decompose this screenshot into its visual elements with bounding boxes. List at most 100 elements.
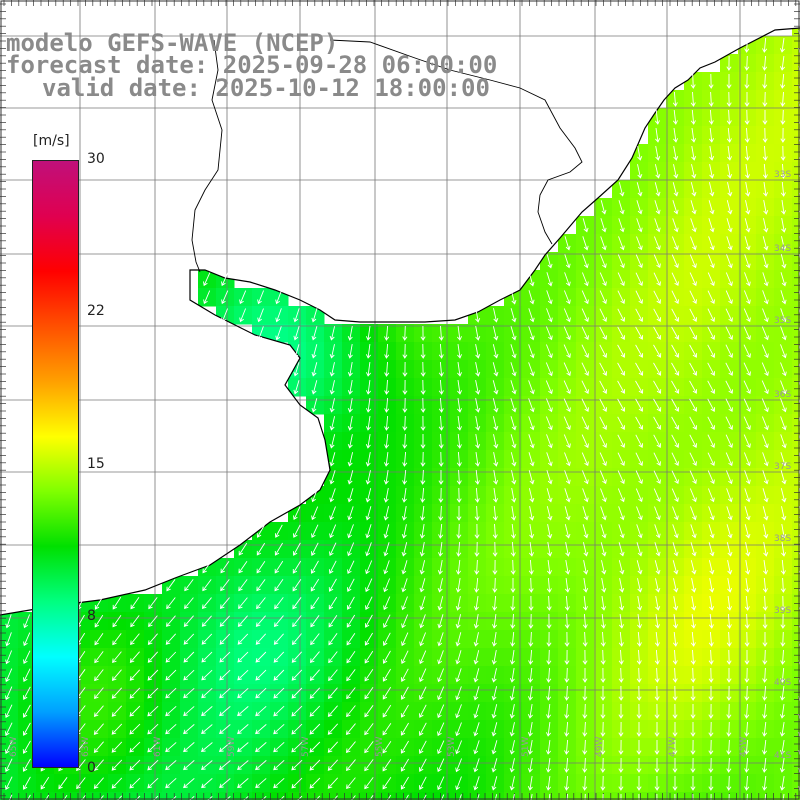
wind-arrow — [455, 596, 461, 611]
wind-arrow — [237, 706, 249, 717]
wind-arrow — [636, 685, 642, 701]
wind-arrow — [617, 308, 626, 322]
wind-arrow — [744, 650, 750, 665]
wind-arrow — [780, 145, 786, 161]
wind-arrow — [275, 290, 282, 305]
wind-arrow — [237, 778, 249, 789]
wind-cell — [162, 792, 181, 800]
wind-arrow — [327, 687, 338, 699]
wind-arrow — [256, 524, 265, 538]
wind-arrow — [291, 651, 303, 663]
wind-arrow — [707, 290, 715, 305]
wind-arrow — [528, 362, 535, 377]
wind-arrow — [671, 434, 680, 448]
wind-arrow — [725, 272, 733, 287]
wind-arrow — [510, 631, 516, 647]
wind-arrow — [509, 758, 515, 773]
wind-arrow — [637, 164, 643, 179]
wind-arrow — [346, 596, 355, 610]
wind-arrow — [455, 578, 461, 593]
model-title: modelo GEFS-WAVE (NCEP) — [6, 29, 339, 57]
wind-arrow — [438, 325, 444, 341]
wind-arrow — [383, 524, 390, 539]
wind-arrow — [455, 686, 462, 701]
wind-arrow — [528, 380, 535, 395]
wind-arrow — [762, 452, 769, 467]
wind-arrow — [545, 380, 553, 395]
wind-arrow — [762, 145, 768, 161]
wind-arrow — [600, 218, 607, 233]
colorbar-tick-label: 15 — [87, 456, 105, 472]
wind-arrow — [292, 615, 302, 628]
wind-arrow — [510, 308, 517, 323]
wind-arrow — [528, 326, 535, 341]
wind-arrow — [708, 613, 714, 629]
wind-arrow — [743, 452, 751, 467]
wind-arrow — [581, 416, 589, 431]
wind-arrow — [512, 794, 515, 800]
wind-cell — [792, 486, 800, 505]
wind-arrow — [493, 434, 499, 449]
wind-arrow — [708, 128, 715, 143]
wind-arrow — [365, 326, 371, 341]
wind-arrow — [707, 452, 715, 467]
wind-arrow — [257, 326, 264, 341]
wind-arrow — [600, 613, 606, 629]
wind-arrow — [310, 633, 320, 646]
wind-arrow — [400, 704, 409, 718]
wind-arrow — [527, 704, 533, 719]
wind-arrow — [473, 776, 480, 791]
wind-arrow — [672, 109, 678, 125]
latitude-label: 40S — [774, 678, 791, 688]
wind-arrow — [5, 668, 13, 683]
wind-arrow — [129, 759, 141, 771]
wind-arrow — [744, 254, 751, 269]
wind-arrow — [653, 434, 662, 448]
wind-arrow — [475, 308, 481, 323]
wind-arrow — [437, 668, 445, 683]
wind-arrow — [708, 73, 714, 89]
wind-arrow — [221, 272, 229, 287]
wind-arrow — [546, 506, 553, 521]
wind-arrow — [782, 794, 785, 800]
wind-arrow — [726, 524, 733, 539]
wind-arrow — [690, 73, 696, 89]
wind-arrow — [219, 597, 230, 610]
wind-arrow — [147, 759, 159, 771]
wind-arrow — [546, 703, 552, 719]
wind-arrow — [689, 344, 698, 358]
wind-arrow — [528, 290, 535, 305]
wind-arrow — [599, 452, 607, 467]
valid-date-text: valid date: 2025-10-12 18:00:00 — [42, 74, 490, 102]
wind-arrow — [654, 164, 661, 179]
wind-arrow — [546, 631, 552, 647]
wind-arrow — [165, 633, 177, 645]
wind-arrow — [546, 560, 553, 575]
wind-arrow — [725, 380, 734, 394]
wind-arrow — [654, 703, 660, 719]
wind-arrow — [129, 687, 141, 699]
wind-arrow — [726, 55, 732, 71]
wind-arrow — [708, 109, 714, 125]
wind-arrow — [779, 56, 786, 71]
wind-arrow — [237, 669, 249, 681]
wind-arrow — [761, 398, 769, 413]
wind-arrow — [600, 739, 606, 755]
wind-arrow — [274, 560, 284, 574]
wind-arrow — [203, 272, 211, 287]
wind-arrow — [311, 344, 318, 359]
wind-arrow — [400, 758, 409, 772]
wind-arrow — [636, 236, 643, 251]
wind-arrow — [400, 686, 409, 700]
wind-arrow — [328, 614, 338, 628]
wind-arrow — [153, 795, 159, 800]
wind-arrow — [23, 614, 31, 629]
wind-arrow — [419, 686, 427, 701]
wind-arrow — [201, 615, 212, 627]
wind-arrow — [545, 344, 553, 359]
wind-arrow — [111, 705, 123, 717]
wind-arrow — [726, 703, 732, 719]
wind-arrow — [600, 631, 606, 647]
wind-arrow — [762, 685, 768, 701]
wind-arrow — [689, 272, 697, 287]
